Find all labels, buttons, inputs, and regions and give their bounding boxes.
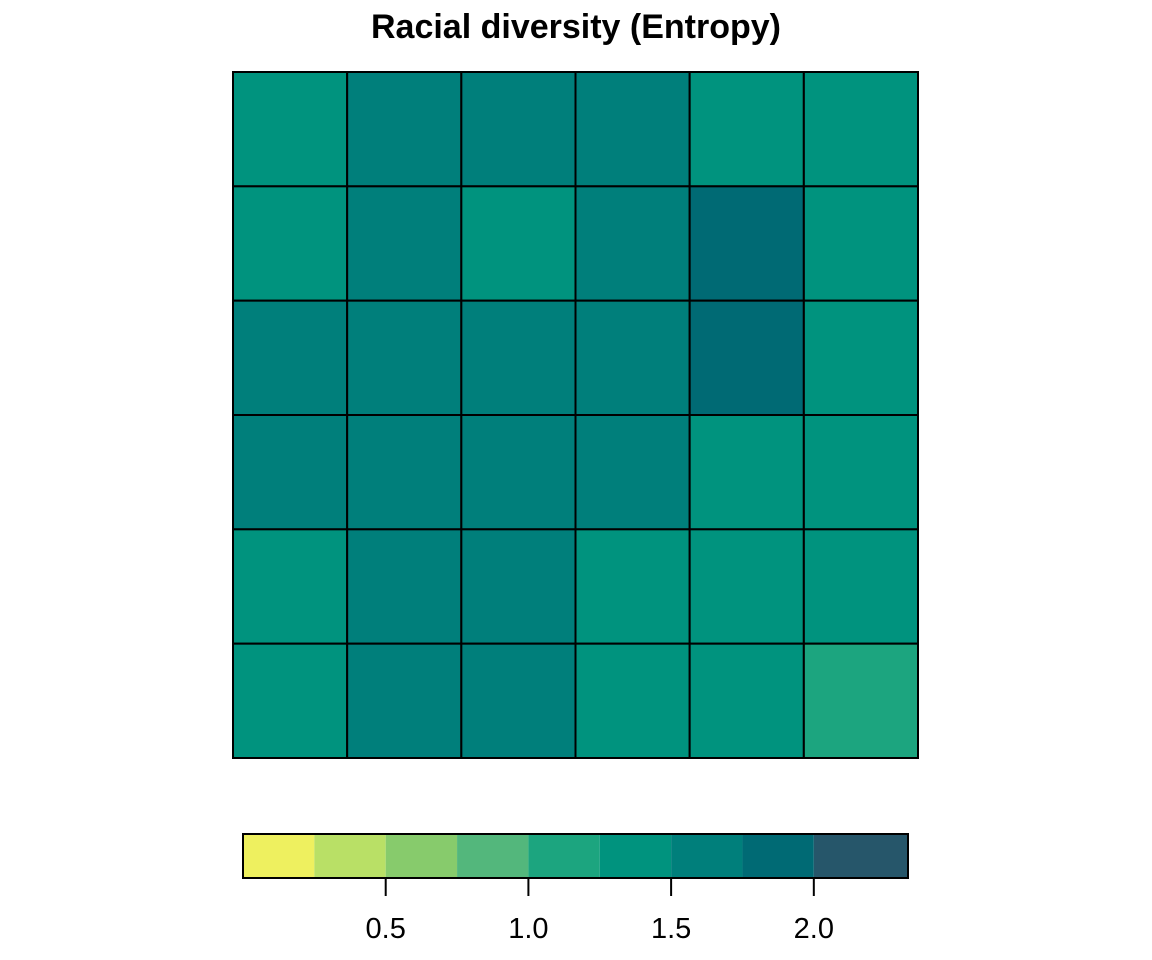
heatmap-cell (460, 414, 577, 531)
heatmap-cell (802, 528, 919, 645)
legend-swatch (314, 834, 386, 878)
legend-swatch (599, 834, 672, 878)
legend-swatch (385, 834, 458, 878)
heatmap-cell (460, 71, 577, 188)
heatmap-cell (232, 299, 349, 416)
heatmap-cell (688, 414, 805, 531)
heatmap-cell (574, 642, 691, 760)
heatmap-cell (232, 642, 349, 760)
heatmap-cell (346, 414, 463, 531)
chart-title: Racial diversity (Entropy) (371, 8, 781, 46)
heatmap-cell (688, 642, 805, 760)
legend-swatch (528, 834, 600, 878)
legend-tick-label: 2.0 (794, 913, 834, 945)
heatmap-cell (574, 71, 691, 188)
heatmap-cell (346, 528, 463, 645)
heatmap-cell (802, 185, 919, 302)
heatmap-cell (802, 414, 919, 531)
legend-swatch (813, 834, 908, 878)
heatmap-cell (802, 299, 919, 416)
legend-tick-label: 1.0 (508, 913, 548, 945)
heatmap-cell (232, 71, 349, 188)
legend-swatch (457, 834, 529, 878)
heatmap-cell (346, 71, 463, 188)
heatmap-cell (688, 528, 805, 645)
heatmap-cell (460, 299, 577, 416)
heatmap-cell (346, 185, 463, 302)
legend-swatch (243, 834, 315, 878)
heatmap-cell (232, 528, 349, 645)
heatmap-cell (460, 185, 577, 302)
legend-swatch (671, 834, 743, 878)
heatmap-cell (460, 528, 577, 645)
heatmap-cell (688, 299, 805, 416)
heatmap-cell (346, 299, 463, 416)
legend-swatch (742, 834, 814, 878)
heatmap-cell (688, 71, 805, 188)
heatmap-cell (574, 528, 691, 645)
heatmap-cell (574, 299, 691, 416)
heatmap-cell (460, 642, 577, 760)
heatmap-cell (232, 414, 349, 531)
heatmap-cell (574, 414, 691, 531)
heatmap-cell (688, 185, 805, 302)
heatmap-cell (802, 642, 919, 760)
legend-frame (242, 833, 909, 879)
heatmap-cell (574, 185, 691, 302)
heatmap-cell (232, 185, 349, 302)
legend-tick-label: 1.5 (651, 913, 691, 945)
legend-tick-label: 0.5 (366, 913, 406, 945)
heatmap-cells (232, 71, 919, 760)
heatmap-cell (802, 71, 919, 188)
heatmap-cell (346, 642, 463, 760)
color-legend: 0.5 1.0 1.5 2.0 (242, 833, 909, 945)
